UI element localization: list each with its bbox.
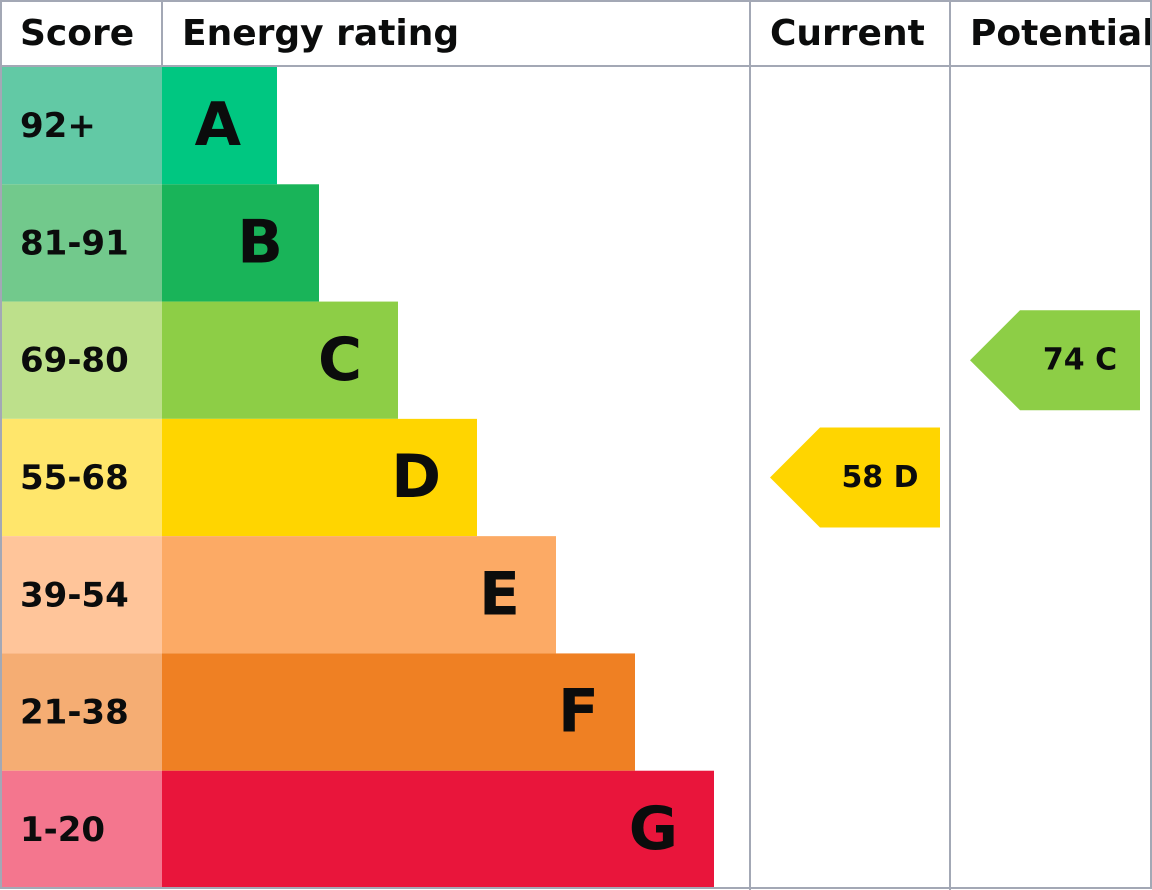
score-range: 1-20: [20, 810, 105, 850]
rating-bar: [162, 770, 714, 888]
header-current: Current: [770, 13, 925, 54]
score-cell: [1, 653, 162, 771]
score-cell: [1, 770, 162, 888]
score-range: 69-80: [20, 341, 129, 381]
current-label: 58 D: [841, 460, 918, 495]
rating-bar: [162, 301, 398, 419]
rating-letter: D: [391, 442, 441, 512]
rating-bar: [162, 67, 277, 185]
rating-letter: C: [318, 325, 362, 395]
header-energy: Energy rating: [182, 13, 459, 54]
score-cell: [1, 418, 162, 537]
score-cell: [1, 301, 162, 419]
current-arrow: [770, 427, 940, 528]
potential-arrow: [970, 310, 1140, 411]
header-score: Score: [20, 13, 134, 54]
score-cell: [1, 67, 162, 185]
rating-letter: E: [479, 559, 520, 629]
score-range: 21-38: [20, 693, 129, 733]
rating-bar: [162, 184, 319, 302]
score-cell: [1, 184, 162, 302]
rows: 92+ A 81-91 B 69-80 C 55-68 D 39-54 E 21-38 F 1-20 G 5…: [1, 67, 1140, 888]
score-range: 55-68: [20, 458, 129, 498]
rating-bar: [162, 418, 477, 537]
score-range: 92+: [20, 106, 96, 146]
score-cell: [1, 536, 162, 654]
score-range: 81-91: [20, 223, 129, 263]
rating-letter: A: [195, 90, 242, 160]
header-potential: Potential: [970, 13, 1152, 54]
rating-bar: [162, 653, 635, 771]
score-range: 39-54: [20, 575, 129, 615]
rating-bar: [162, 536, 556, 654]
rating-letter: B: [237, 208, 283, 278]
rating-letter: F: [558, 677, 599, 747]
potential-label: 74 C: [1043, 343, 1117, 378]
rating-letter: G: [629, 794, 678, 864]
